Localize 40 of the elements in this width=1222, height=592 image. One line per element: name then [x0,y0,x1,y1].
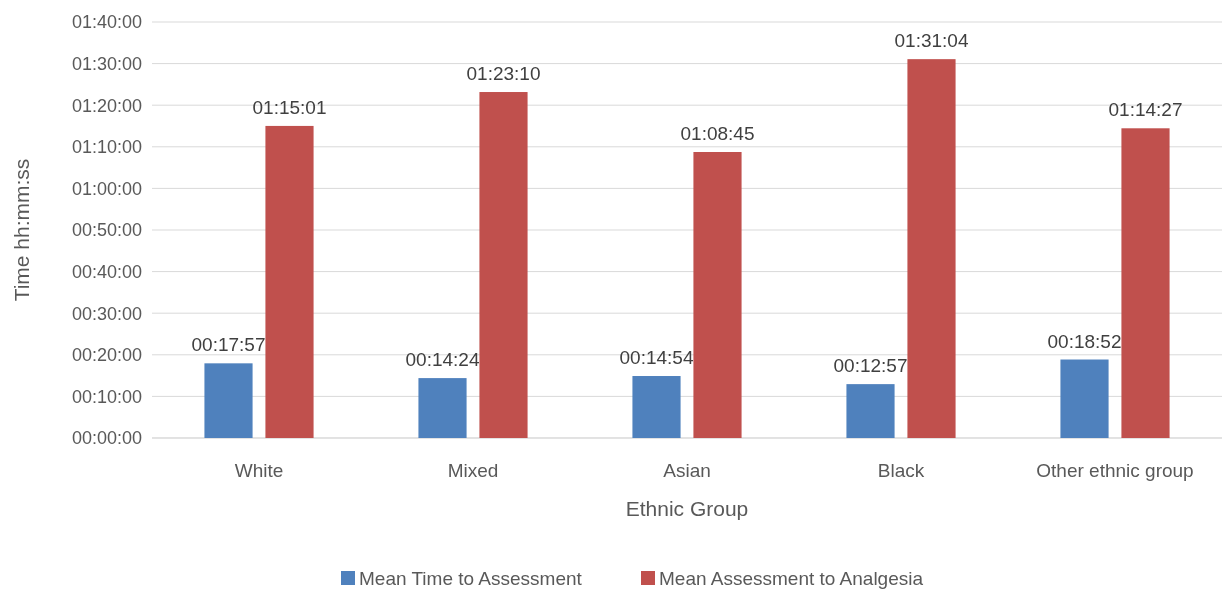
data-label: 00:14:24 [405,349,480,371]
y-tick-label: 00:20:00 [71,345,142,366]
legend-label: Mean Time to Assessment [359,567,583,589]
bar [204,363,253,438]
bar [632,376,681,438]
bar [265,125,314,438]
bar [846,384,895,438]
legend-label: Mean Assessment to Analgesia [659,567,924,589]
data-label: 01:31:04 [894,30,969,52]
y-tick-label: 00:10:00 [71,386,142,407]
data-label: 01:15:01 [252,96,327,118]
bar [1060,359,1109,438]
y-tick-label: 01:10:00 [71,137,142,158]
data-label: 01:23:10 [466,63,541,85]
data-label: 00:18:52 [1047,330,1122,352]
data-label: 00:17:57 [191,334,266,356]
data-label: 00:14:54 [619,347,694,369]
y-tick-label: 00:50:00 [71,220,142,241]
y-axis-title: Time hh:mm:ss [10,158,34,302]
y-tick-label: 01:00:00 [71,178,142,199]
bar [418,378,467,438]
data-label: 01:08:45 [680,123,755,144]
y-tick-label: 00:00:00 [71,428,142,449]
y-tick-label: 00:30:00 [71,303,142,324]
x-tick-label: Black [877,459,925,481]
bar [907,59,956,438]
x-tick-label: Mixed [447,459,499,481]
data-label: 01:14:27 [1108,99,1183,121]
bar [693,152,742,438]
y-tick-label: 01:20:00 [71,95,142,116]
x-tick-label: Other ethnic group [1036,459,1194,481]
y-tick-label: 01:40:00 [71,12,142,33]
y-tick-label: 01:30:00 [71,53,142,74]
x-axis-title: Ethnic Group [625,497,749,521]
bar [479,92,528,438]
bar [1121,128,1170,438]
x-tick-label: White [234,459,284,481]
y-tick-label: 00:40:00 [71,261,142,282]
data-label: 00:12:57 [833,355,908,377]
x-tick-label: Asian [663,459,711,481]
